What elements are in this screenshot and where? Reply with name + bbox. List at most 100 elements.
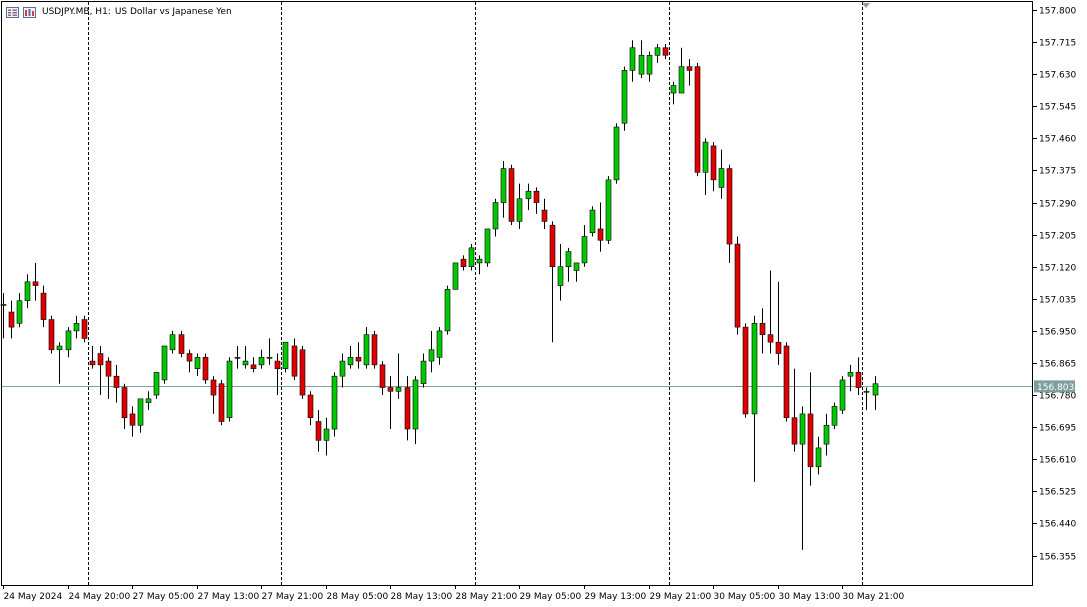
candle[interactable]	[565, 247, 572, 282]
candle[interactable]	[395, 353, 402, 399]
candle[interactable]	[339, 353, 346, 388]
candle[interactable]	[363, 327, 370, 369]
candle[interactable]	[65, 327, 72, 358]
candle[interactable]	[371, 330, 378, 369]
candle[interactable]	[250, 357, 257, 373]
candle[interactable]	[621, 66, 628, 131]
candle[interactable]	[573, 262, 580, 282]
candle[interactable]	[734, 236, 741, 335]
candle[interactable]	[404, 376, 411, 441]
candle[interactable]	[670, 81, 677, 105]
candle[interactable]	[315, 410, 322, 452]
candle[interactable]	[40, 285, 47, 328]
candle[interactable]	[266, 338, 273, 365]
shift-marker-icon[interactable]	[862, 3, 870, 8]
candle[interactable]	[710, 142, 717, 192]
candle[interactable]	[694, 62, 701, 177]
candle[interactable]	[807, 372, 814, 486]
candle[interactable]	[153, 372, 160, 399]
candle[interactable]	[476, 255, 483, 275]
candles[interactable]	[0, 40, 879, 550]
candle[interactable]	[557, 244, 564, 301]
candle[interactable]	[202, 353, 209, 384]
one-click-trading-icon[interactable]	[23, 6, 36, 18]
candle[interactable]	[129, 406, 136, 437]
candle[interactable]	[24, 274, 31, 309]
candle[interactable]	[460, 255, 467, 271]
candle[interactable]	[121, 383, 128, 430]
candle[interactable]	[89, 345, 96, 369]
candle[interactable]	[541, 198, 548, 229]
candle[interactable]	[839, 376, 846, 414]
candle[interactable]	[282, 341, 289, 373]
candle[interactable]	[105, 357, 112, 399]
candle[interactable]	[234, 345, 241, 369]
candle[interactable]	[508, 164, 515, 226]
candle[interactable]	[783, 342, 790, 422]
candle[interactable]	[815, 436, 822, 475]
candle[interactable]	[218, 379, 225, 426]
candle[interactable]	[97, 345, 104, 396]
candle[interactable]	[638, 40, 645, 78]
candle[interactable]	[178, 330, 185, 358]
candle[interactable]	[831, 402, 838, 430]
candle[interactable]	[662, 43, 669, 60]
candle[interactable]	[751, 315, 758, 482]
candle[interactable]	[581, 225, 588, 267]
candle[interactable]	[428, 330, 435, 373]
candle[interactable]	[823, 413, 830, 456]
candle[interactable]	[323, 417, 330, 456]
chart-window-menu-icon[interactable]	[6, 6, 19, 18]
candle[interactable]	[194, 353, 201, 377]
candle[interactable]	[242, 345, 249, 369]
time-axis[interactable]: 24 May 2024 24 May 20:00 27 May 05:00 27 Ma…	[3, 585, 905, 602]
candle[interactable]	[420, 353, 427, 388]
candle[interactable]	[605, 176, 612, 245]
candle[interactable]	[355, 342, 362, 369]
candle[interactable]	[799, 406, 806, 550]
candle[interactable]	[775, 281, 782, 365]
candle[interactable]	[646, 51, 653, 82]
candle[interactable]	[331, 372, 338, 437]
candle[interactable]	[629, 40, 636, 82]
candle[interactable]	[686, 59, 693, 86]
candle[interactable]	[742, 323, 749, 418]
candle[interactable]	[307, 391, 314, 426]
candle[interactable]	[533, 187, 540, 214]
candle[interactable]	[678, 47, 685, 94]
candle[interactable]	[791, 368, 798, 452]
candle[interactable]	[299, 345, 306, 399]
candle[interactable]	[452, 262, 459, 290]
candle[interactable]	[613, 123, 620, 184]
candle[interactable]	[226, 357, 233, 422]
candle[interactable]	[291, 338, 298, 380]
candle[interactable]	[145, 391, 152, 411]
candle[interactable]	[169, 330, 176, 354]
candle[interactable]	[8, 300, 15, 339]
candle[interactable]	[56, 342, 63, 384]
candle[interactable]	[484, 228, 491, 267]
candle[interactable]	[73, 315, 80, 339]
candle[interactable]	[726, 164, 733, 263]
candle[interactable]	[500, 161, 507, 218]
candle[interactable]	[516, 183, 523, 229]
candle[interactable]	[847, 364, 854, 392]
candle[interactable]	[654, 43, 661, 63]
candle[interactable]	[767, 270, 774, 354]
candle[interactable]	[186, 349, 193, 373]
candle[interactable]	[137, 398, 144, 433]
candle[interactable]	[161, 345, 168, 384]
candle[interactable]	[16, 293, 23, 328]
candle[interactable]	[549, 221, 556, 343]
candle[interactable]	[48, 315, 55, 354]
candle[interactable]	[855, 357, 862, 396]
candle[interactable]	[872, 376, 879, 411]
candle[interactable]	[81, 315, 88, 343]
candle[interactable]	[347, 345, 354, 369]
candle[interactable]	[210, 376, 217, 414]
candle[interactable]	[718, 149, 725, 199]
candle[interactable]	[589, 206, 596, 237]
candle[interactable]	[113, 364, 120, 403]
